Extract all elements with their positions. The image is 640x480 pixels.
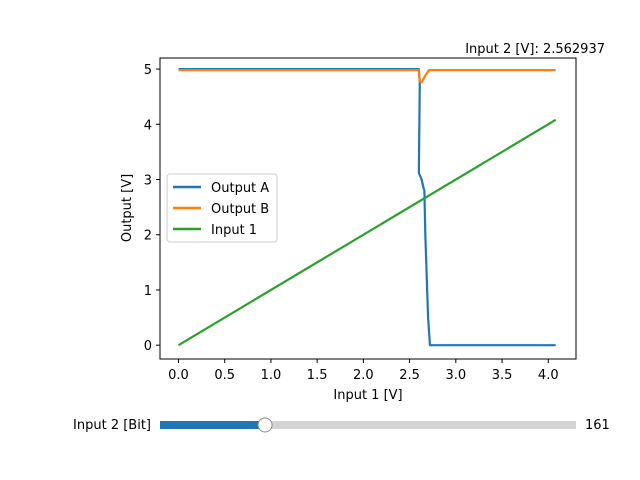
input-1-line	[177, 118, 557, 347]
y-tick-label: 3	[144, 174, 152, 189]
legend-label-output-b: Output B	[211, 202, 269, 217]
legend-label-input-1: Input 1	[211, 223, 257, 238]
x-tick-label: 4.0	[538, 368, 559, 383]
y-tick-label: 0	[144, 339, 152, 354]
y-tick-label: 4	[144, 118, 152, 133]
y-tick-label: 2	[144, 229, 152, 244]
x-tick-label: 0.5	[214, 368, 235, 383]
x-axis-label: Input 1 [V]	[333, 388, 402, 403]
x-tick-label: 2.5	[399, 368, 420, 383]
slider-value: 161	[585, 418, 610, 433]
chart-title: Input 2 [V]: 2.562937	[465, 42, 605, 57]
axes-frame	[159, 57, 577, 360]
x-tick-label: 1.5	[307, 368, 328, 383]
y-tick-label: 5	[144, 63, 152, 78]
legend: Output A Output B Input 1	[166, 173, 278, 243]
output-b-line	[178, 69, 556, 84]
y-tick-label: 1	[144, 284, 152, 299]
y-axis-label: Output [V]	[120, 174, 135, 242]
legend-frame	[166, 173, 278, 243]
slider-track[interactable]	[160, 421, 576, 429]
x-tick-label: 3.0	[445, 368, 466, 383]
x-tick-label: 0.0	[168, 368, 189, 383]
series-layer	[177, 67, 557, 347]
slider-handle[interactable]	[257, 417, 273, 433]
x-tick-label: 3.5	[492, 368, 513, 383]
slider-fill	[160, 421, 266, 429]
y-ticks: 0 1 2 3 4 5	[144, 63, 160, 354]
slider-label: Input 2 [Bit]	[73, 418, 151, 433]
legend-label-output-a: Output A	[211, 181, 269, 196]
x-tick-label: 1.0	[261, 368, 282, 383]
x-tick-label: 2.0	[353, 368, 374, 383]
x-ticks: 0.0 0.5 1.0 1.5 2.0 2.5 3.0 3.5 4.0	[168, 359, 559, 383]
input2-slider[interactable]: Input 2 [Bit] 161	[73, 417, 610, 433]
